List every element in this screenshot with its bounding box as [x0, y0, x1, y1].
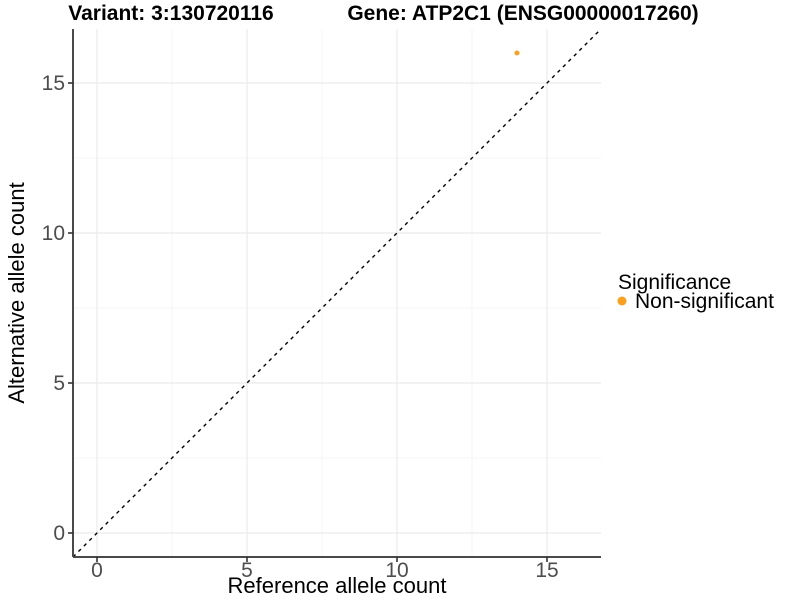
x-axis-title: Reference allele count	[228, 573, 447, 598]
y-tick-label: 5	[53, 372, 65, 395]
x-tick-label: 0	[91, 559, 103, 582]
legend-swatch-dot	[617, 296, 627, 306]
y-tick-label: 15	[42, 72, 65, 95]
plot-title-variant: Variant: 3:130720116	[68, 2, 274, 25]
y-axis-title: Alternative allele count	[4, 182, 29, 403]
legend: Significance Non-significant	[617, 271, 774, 313]
legend-title: Significance	[618, 271, 731, 294]
y-tick-label: 10	[42, 222, 65, 245]
data-point	[514, 50, 520, 56]
grid-layer	[73, 29, 601, 557]
x-tick-label: 5	[241, 559, 253, 582]
x-tick-label: 10	[385, 559, 408, 582]
identity-reference-line	[72, 28, 602, 558]
x-tick-label: 15	[535, 559, 558, 582]
y-tick-label: 0	[53, 522, 65, 545]
tick-layer: 0 5 10 15 0 5 10 15	[42, 72, 559, 582]
plot-title-gene: Gene: ATP2C1 (ENSG00000017260)	[347, 2, 698, 25]
data-point-layer	[514, 50, 520, 56]
legend-item-label: Non-significant	[635, 290, 774, 313]
